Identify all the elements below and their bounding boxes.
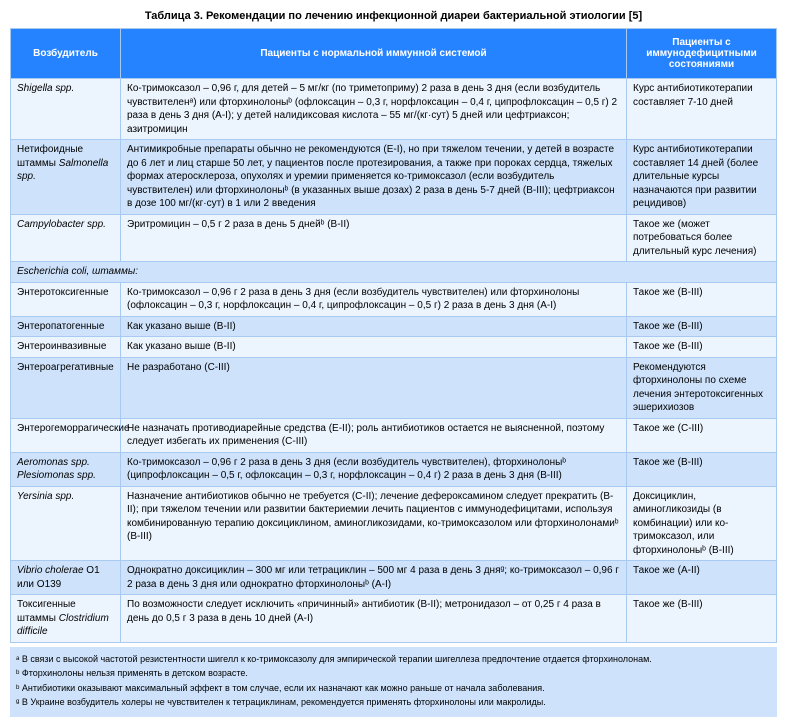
table-title: Таблица 3. Рекомендации по лечению инфек… [10,10,777,22]
cell-pathogen: Yersinia spp. [11,486,121,561]
cell-pathogen: Нетифоидные штаммы Salmonella spp. [11,140,121,215]
table-row: ЭнтерогеморрагическиеНе назначать против… [11,418,777,452]
table-row: Токсигенные штаммы Clostridium difficile… [11,595,777,643]
cell-immuno: Такое же (A-II) [627,561,777,595]
cell-normal: Антимикробные препараты обычно не рекоме… [121,140,627,215]
treatment-table: Возбудитель Пациенты с нормальной иммунн… [10,28,777,643]
cell-normal: Эритромицин – 0,5 г 2 раза в день 5 дней… [121,214,627,262]
cell-immuno: Такое же (C-III) [627,418,777,452]
cell-pathogen: Энтеротоксигенные [11,282,121,316]
cell-immuno: Такое же (может потребоваться более длит… [627,214,777,262]
footnotes: ᵃ В связи с высокой частотой резистентно… [10,647,777,717]
table-body: Shigella spp.Ко-тримоксазол – 0,96 г, дл… [11,79,777,643]
cell-normal: Не разработано (C-III) [121,357,627,418]
cell-pathogen: Campylobacter spp. [11,214,121,262]
footnote-line: ᵇ Фторхинолоны нельзя применять в детско… [16,667,771,680]
table-row: ЭнтеропатогенныеКак указано выше (B-II)Т… [11,316,777,337]
cell-normal: Как указано выше (B-II) [121,337,627,358]
cell-normal: Ко-тримоксазол – 0,96 г 2 раза в день 3 … [121,282,627,316]
table-row: ЭнтероинвазивныеКак указано выше (B-II)Т… [11,337,777,358]
cell-immuno: Курс антибиотикотерапии составляет 14 дн… [627,140,777,215]
cell-normal: Ко-тримоксазол – 0,96 г 2 раза в день 3 … [121,452,627,486]
cell-pathogen: Энтероагрегативные [11,357,121,418]
cell-immuno: Такое же (B-III) [627,452,777,486]
col-pathogen: Возбудитель [11,29,121,79]
cell-immuno: Такое же (B-III) [627,316,777,337]
col-normal: Пациенты с нормальной иммунной системой [121,29,627,79]
cell-normal: Как указано выше (B-II) [121,316,627,337]
cell-normal: Однократно доксициклин – 300 мг или тетр… [121,561,627,595]
cell-normal: Не назначать противодиарейные средства (… [121,418,627,452]
table-row: Campylobacter spp.Эритромицин – 0,5 г 2 … [11,214,777,262]
col-immuno: Пациенты с иммунодефицитными состояниями [627,29,777,79]
cell-immuno: Рекомендуются фторхинолоны по схеме лече… [627,357,777,418]
cell-pathogen: Vibrio cholerae O1 или O139 [11,561,121,595]
cell-immuno: Такое же (B-III) [627,282,777,316]
cell-pathogen: Энтероинвазивные [11,337,121,358]
cell-pathogen: Aeromonas spp. Plesiomonas spp. [11,452,121,486]
cell-normal: Ко-тримоксазол – 0,96 г, для детей – 5 м… [121,79,627,140]
footnote-line: ᵍ В Украине возбудитель холеры не чувств… [16,696,771,709]
cell-normal: Назначение антибиотиков обычно не требуе… [121,486,627,561]
footnote-line: ᵇ Антибиотики оказывают максимальный эфф… [16,682,771,695]
table-row: Нетифоидные штаммы Salmonella spp.Антими… [11,140,777,215]
subheader-row: Escherichia coli, штаммы: [11,262,777,283]
table-row: Aeromonas spp. Plesiomonas spp.Ко-тримок… [11,452,777,486]
table-row: Yersinia spp.Назначение антибиотиков обы… [11,486,777,561]
table-row: Shigella spp.Ко-тримоксазол – 0,96 г, дл… [11,79,777,140]
cell-pathogen: Shigella spp. [11,79,121,140]
cell-normal: По возможности следует исключить «причин… [121,595,627,643]
cell-pathogen: Энтеропатогенные [11,316,121,337]
table-row: ЭнтероагрегативныеНе разработано (C-III)… [11,357,777,418]
table-row: Vibrio cholerae O1 или O139Однократно до… [11,561,777,595]
subheader-cell: Escherichia coli, штаммы: [11,262,777,283]
table-row: ЭнтеротоксигенныеКо-тримоксазол – 0,96 г… [11,282,777,316]
cell-pathogen: Токсигенные штаммы Clostridium difficile [11,595,121,643]
footnote-line: ᵃ В связи с высокой частотой резистентно… [16,653,771,666]
cell-immuno: Такое же (B-III) [627,595,777,643]
cell-immuno: Курс антибиотикотерапии составляет 7-10 … [627,79,777,140]
cell-pathogen: Энтерогеморрагические [11,418,121,452]
cell-immuno: Доксициклин, аминогликозиды (в комбинаци… [627,486,777,561]
cell-immuno: Такое же (B-III) [627,337,777,358]
